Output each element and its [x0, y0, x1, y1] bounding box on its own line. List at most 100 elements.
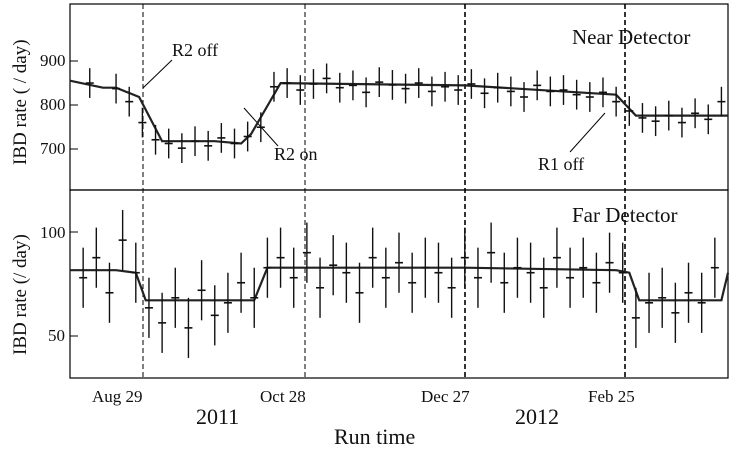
- far-data-point: [171, 267, 180, 328]
- far-data-point: [184, 297, 193, 358]
- xtick-aug29: Aug 29: [92, 387, 143, 406]
- far-data-point: [342, 242, 351, 303]
- far-data-point: [237, 252, 246, 313]
- near-data-point: [598, 77, 607, 108]
- far-data-point: [263, 237, 272, 298]
- near-data-point: [520, 82, 529, 112]
- xtick-oct28: Oct 28: [260, 387, 306, 406]
- far-data-point: [408, 252, 417, 313]
- far-data-point: [329, 235, 338, 296]
- near-ytick-900: 900: [40, 51, 66, 70]
- far-data-point: [631, 287, 640, 348]
- far-data-point: [513, 237, 522, 298]
- near-data-point: [375, 67, 384, 97]
- near-ytick-800: 800: [40, 95, 66, 114]
- annotation-r2-off-pointer: [142, 59, 173, 89]
- far-data-point: [250, 267, 259, 328]
- far-data-point: [697, 272, 706, 333]
- far-data-point: [144, 277, 153, 338]
- ytick-marks: [70, 60, 78, 337]
- annotation-r2-on: R2 on: [274, 144, 318, 164]
- near-panel-title: Near Detector: [572, 25, 690, 49]
- far-data-point: [316, 257, 325, 318]
- far-data-point: [526, 242, 535, 303]
- near-data-point: [572, 79, 581, 110]
- far-data-point: [197, 260, 206, 321]
- far-data-point: [158, 292, 167, 353]
- far-panel-frame: [69, 189, 729, 379]
- near-data-point: [717, 86, 726, 117]
- far-ytick-50: 50: [48, 326, 65, 345]
- near-data-point: [138, 107, 147, 138]
- far-data-point: [684, 262, 693, 323]
- far-data-point: [447, 257, 456, 318]
- far-data-point: [434, 242, 443, 303]
- near-data-point: [691, 98, 700, 129]
- near-data-point: [506, 76, 515, 107]
- far-data-point: [671, 282, 680, 343]
- near-data-point: [217, 123, 226, 153]
- far-data-point: [368, 227, 377, 288]
- near-data-point: [401, 73, 410, 104]
- near-data-point: [348, 70, 357, 101]
- far-data-point: [645, 272, 654, 333]
- near-data-point: [441, 71, 450, 102]
- xtick-dec27: Dec 27: [421, 387, 470, 406]
- far-data-point: [566, 247, 575, 308]
- annotation-r1-off-pointer: [569, 112, 606, 153]
- near-data-point: [625, 96, 634, 126]
- near-data-point: [546, 76, 555, 107]
- annotation-r2-off: R2 off: [172, 40, 218, 60]
- far-data-point: [355, 262, 364, 323]
- far-data-point: [131, 242, 140, 303]
- near-data-point: [585, 82, 594, 112]
- near-data-point: [677, 107, 686, 138]
- near-data-point: [480, 78, 489, 109]
- far-data-point: [592, 252, 601, 313]
- far-ytick-100: 100: [40, 223, 66, 242]
- near-data-point: [533, 70, 542, 101]
- near-data-point: [414, 68, 423, 98]
- near-data-point: [296, 75, 305, 105]
- far-data-point: [710, 237, 719, 298]
- near-data-point: [164, 128, 173, 159]
- far-data-point: [579, 237, 588, 298]
- near-data-point: [651, 106, 660, 137]
- near-data-point: [85, 68, 94, 98]
- far-detector-marks: [70, 210, 730, 358]
- far-data-point: [658, 267, 667, 328]
- far-data-point: [552, 227, 561, 288]
- far-data-point: [473, 247, 482, 308]
- near-data-point: [335, 72, 344, 103]
- xtick-feb25: Feb 25: [588, 387, 635, 406]
- far-data-point: [105, 262, 114, 323]
- near-data-point: [204, 130, 213, 161]
- far-ylabel: IBD rate (/ day): [10, 234, 31, 355]
- far-data-point: [460, 227, 469, 288]
- far-data-point: [618, 242, 627, 303]
- far-data-point: [421, 237, 430, 298]
- far-data-point: [539, 257, 548, 318]
- far-data-point: [210, 285, 219, 346]
- near-data-point: [427, 76, 436, 107]
- far-data-point: [79, 247, 88, 308]
- near-data-point: [112, 73, 121, 104]
- near-data-point: [362, 77, 371, 108]
- near-data-point: [612, 86, 621, 117]
- near-data-point: [309, 69, 318, 99]
- near-data-point: [454, 75, 463, 105]
- far-panel-title: Far Detector: [572, 203, 678, 227]
- near-data-point: [230, 128, 239, 159]
- near-data-point: [664, 100, 673, 131]
- near-ytick-700: 700: [40, 139, 66, 158]
- near-data-point: [191, 126, 200, 157]
- far-data-point: [302, 222, 311, 283]
- near-data-point: [467, 69, 476, 99]
- far-data-point: [118, 210, 127, 271]
- near-data-point: [559, 75, 568, 105]
- near-data-point: [322, 63, 331, 94]
- far-data-point: [92, 227, 101, 288]
- near-data-point: [638, 103, 647, 133]
- near-data-point: [256, 112, 265, 143]
- near-data-point: [243, 121, 252, 152]
